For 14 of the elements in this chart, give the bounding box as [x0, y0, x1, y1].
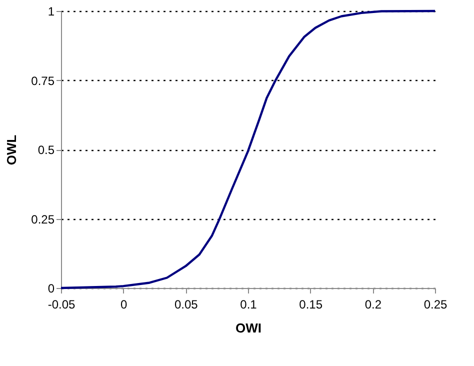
x-tick-label: 0.2 — [364, 298, 382, 312]
x-tick-label: 0.15 — [299, 298, 323, 312]
x-tick-label: 0.1 — [240, 298, 258, 312]
y-tick-label: 1 — [48, 4, 55, 18]
y-tick-label: 0.75 — [31, 74, 55, 88]
x-tick-label: 0 — [120, 298, 128, 312]
x-tick-label: -0.05 — [48, 298, 76, 312]
y-tick-label: 0 — [48, 282, 55, 296]
y-axis-title: OWL — [4, 134, 20, 166]
y-tick-label: 0.5 — [38, 143, 55, 157]
x-tick-label: 0.05 — [174, 298, 198, 312]
x-axis-title: OWI — [236, 320, 262, 336]
y-tick-label: 0.25 — [31, 212, 55, 226]
x-tick-label: 0.25 — [424, 298, 448, 312]
